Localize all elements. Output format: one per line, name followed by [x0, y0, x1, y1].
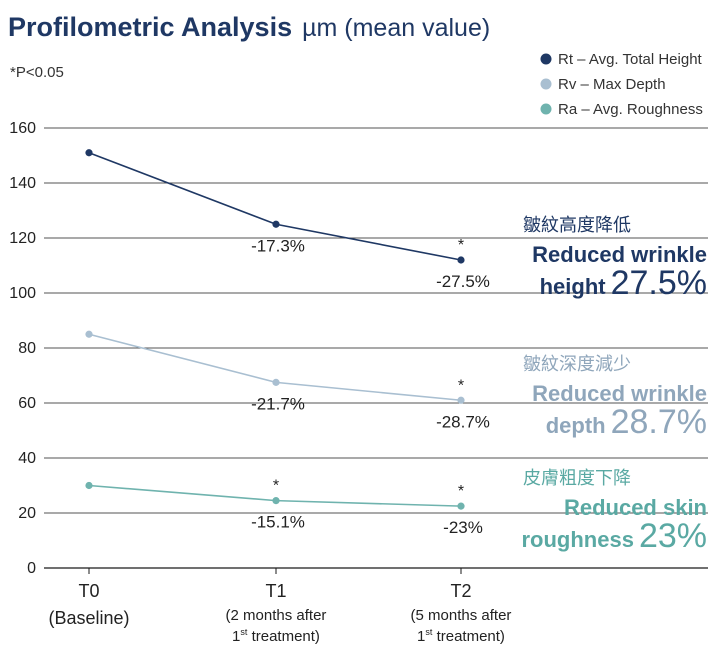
legend-marker-ra — [540, 103, 552, 115]
percent-label: -17.3% — [251, 236, 305, 255]
callout-line1: Reduced skin — [564, 495, 707, 520]
callout-chinese: 皺紋深度減少 — [523, 354, 631, 374]
chart-title-text: Profilometric Analysis — [8, 12, 292, 42]
percent-label: -27.5% — [436, 272, 490, 291]
y-tick-label: 100 — [9, 285, 36, 302]
y-tick-label: 80 — [18, 340, 36, 357]
callout-line1: Reduced wrinkle — [532, 242, 707, 267]
legend-marker-rv — [540, 78, 552, 90]
y-tick-label: 160 — [9, 120, 36, 137]
x-tick-sublabel: (Baseline) — [48, 608, 129, 628]
x-tick-label: T1 — [265, 581, 286, 601]
data-point-ra — [272, 497, 280, 505]
x-tick-sublabel: (5 months after — [411, 607, 512, 624]
chart-title: Profilometric Analysis µm (mean value) — [8, 12, 490, 42]
legend-marker-rt — [540, 53, 552, 65]
callout-chinese: 皮膚粗度下降 — [523, 468, 631, 488]
x-axis: T0 (Baseline) T1 (2 months after 1st treatme… — [48, 568, 511, 645]
percent-label: -15.1% — [251, 513, 305, 532]
y-tick-label: 0 — [27, 560, 36, 577]
x-tick-label: T0 — [78, 581, 99, 601]
x-tick-sublabel-2: 1st treatment) — [232, 627, 320, 645]
y-tick-label: 40 — [18, 450, 36, 467]
series-group: -17.3% -27.5% * -21.7% -28.7% * -15.1% * -23% * — [85, 149, 490, 537]
data-point-rv — [457, 396, 465, 404]
y-tick-label: 120 — [9, 230, 36, 247]
data-point-rt — [85, 149, 93, 157]
legend-label: Ra – Avg. Roughness — [558, 101, 703, 118]
legend-label: Rv – Max Depth — [558, 76, 666, 93]
callout-line2: roughness 23% — [521, 517, 707, 555]
callout-line2: depth 28.7% — [546, 403, 707, 441]
callout-line2: height 27.5% — [540, 264, 707, 302]
y-axis: 0 20 40 60 80 100 120 140 160 — [9, 120, 36, 577]
significance-star: * — [273, 478, 279, 495]
data-point-rt — [272, 220, 280, 228]
callout-chinese: 皺紋高度降低 — [523, 215, 631, 235]
percent-label: -21.7% — [251, 394, 305, 413]
series-line-rv — [88, 333, 462, 402]
x-tick-sublabel: (2 months after — [226, 607, 327, 624]
chart-unit: µm (mean value) — [302, 14, 490, 42]
percent-label: -23% — [443, 518, 483, 537]
significance-star: * — [458, 377, 464, 394]
significance-star: * — [458, 483, 464, 500]
data-point-rv — [272, 378, 280, 386]
callout-line1: Reduced wrinkle — [532, 381, 707, 406]
y-tick-label: 20 — [18, 505, 36, 522]
x-tick-label: T2 — [450, 581, 471, 601]
data-point-ra — [457, 502, 465, 510]
significance-star: * — [458, 237, 464, 254]
legend: Rt – Avg. Total Height Rv – Max Depth Ra –… — [540, 51, 703, 118]
percent-label: -28.7% — [436, 412, 490, 431]
data-point-rv — [85, 330, 93, 338]
significance-note: *P<0.05 — [10, 64, 64, 81]
data-point-rt — [457, 256, 465, 264]
x-tick-sublabel-2: 1st treatment) — [417, 627, 505, 645]
legend-label: Rt – Avg. Total Height — [558, 51, 703, 68]
y-tick-label: 60 — [18, 395, 36, 412]
data-point-ra — [85, 481, 93, 490]
y-tick-label: 140 — [9, 175, 36, 192]
gridlines — [44, 127, 708, 569]
